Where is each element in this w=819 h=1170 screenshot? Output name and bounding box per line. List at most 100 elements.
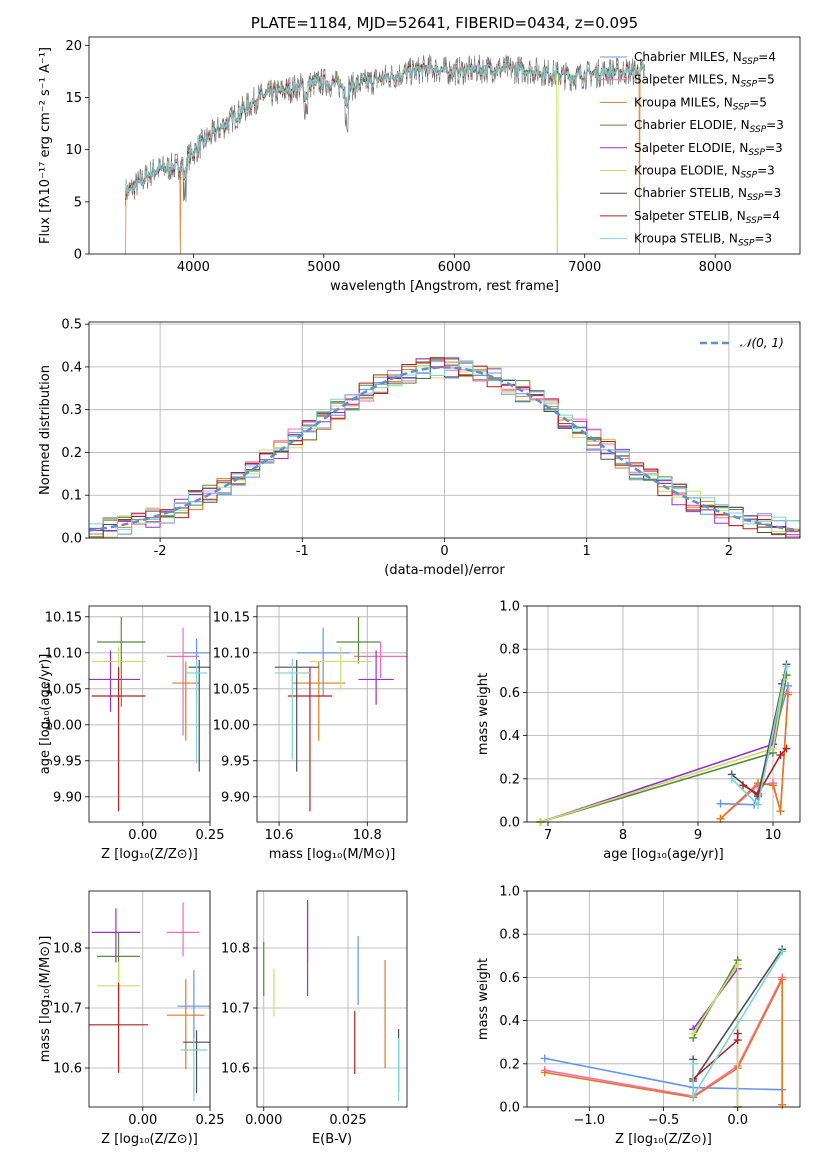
legend-nssp-prefix: , N bbox=[732, 141, 749, 155]
legend-nssp-sub: SSP bbox=[733, 102, 750, 112]
legend-nssp-value: 4 bbox=[768, 50, 776, 64]
weight-marker bbox=[727, 774, 736, 783]
y-tick-label: 10.6 bbox=[53, 1062, 82, 1077]
axes-frame bbox=[526, 605, 801, 823]
weight-marker bbox=[739, 781, 747, 790]
chart-title: PLATE=1184, MJD=52641, FIBERID=0434, z=0… bbox=[251, 14, 638, 32]
errorbar-point bbox=[166, 627, 200, 736]
plot-area bbox=[536, 660, 792, 826]
y-tick-label: 20 bbox=[65, 39, 82, 54]
errorbar-point bbox=[91, 908, 141, 963]
weight-marker bbox=[689, 1029, 698, 1038]
y-tick-label: 0.3 bbox=[61, 403, 82, 418]
legend-nssp-prefix: , N bbox=[730, 186, 747, 200]
x-tick-label: -1 bbox=[296, 544, 309, 559]
legend-nssp-value: 3 bbox=[775, 141, 783, 155]
legend-entry: Salpeter STELIB, NSSP=4 bbox=[634, 209, 780, 226]
legend-series-name: Kroupa MILES bbox=[634, 95, 716, 109]
y-axis-label: mass [log₁₀(M/M⊙)] bbox=[38, 936, 53, 1063]
y-axis-label: age [log₁₀(age/yr)] bbox=[38, 654, 53, 775]
y-tick-label: 0.8 bbox=[499, 928, 520, 943]
plot-area bbox=[540, 945, 787, 1111]
weight-marker bbox=[754, 800, 762, 809]
legend-entry: 𝒩(0, 1) bbox=[740, 336, 784, 350]
y-tick-label: 0.6 bbox=[499, 686, 520, 701]
x-tick-label: 9 bbox=[694, 828, 702, 843]
legend-nssp-value: 3 bbox=[774, 186, 782, 200]
x-axis-label: wavelength [Angstrom, rest frame] bbox=[330, 279, 559, 294]
legend-nssp-eq: = bbox=[764, 186, 774, 200]
legend-nssp-prefix: , N bbox=[729, 209, 746, 223]
axes-frame bbox=[88, 605, 211, 823]
y-tick-label: 10.8 bbox=[53, 942, 82, 957]
y-tick-label: 0.2 bbox=[61, 446, 82, 461]
legend-nssp-prefix: , N bbox=[733, 118, 750, 132]
errorbar-point bbox=[166, 902, 200, 957]
errorbar-point bbox=[172, 661, 200, 741]
x-axis-label: (data-model)/error bbox=[384, 563, 505, 578]
x-tick-label: 0.25 bbox=[196, 828, 225, 843]
x-tick-label: 0 bbox=[440, 544, 448, 559]
normal-curve bbox=[89, 366, 800, 532]
y-tick-label: 10.00 bbox=[213, 718, 250, 733]
weight-marker bbox=[716, 799, 725, 808]
panel-weight_vs_Z: −1.0 −0.5 0.0 0.0 0.2 0.4 0.6 0.8 1.0 Z [log₁₀(Z/… bbox=[476, 885, 801, 1147]
errorbar-point bbox=[180, 1038, 208, 1101]
y-tick-label: 0.0 bbox=[61, 532, 82, 547]
x-axis-label: Z [log₁₀(Z/Z⊙)] bbox=[101, 847, 198, 862]
legend-nssp-sub: SSP bbox=[750, 125, 767, 135]
legend-nssp-prefix: , N bbox=[724, 73, 741, 87]
model-spectrum-line bbox=[125, 61, 646, 200]
y-axis-label: Normed distribution bbox=[38, 365, 53, 495]
model-spectrum-line bbox=[125, 60, 646, 198]
errorbar-point bbox=[292, 661, 346, 741]
legend-nssp-eq: = bbox=[754, 232, 764, 246]
legend-nssp-eq: = bbox=[765, 141, 775, 155]
weight-marker bbox=[782, 662, 791, 671]
legend-series-name: Salpeter ELODIE bbox=[634, 141, 732, 155]
plot-area bbox=[89, 356, 800, 538]
y-tick-label: 10 bbox=[65, 143, 82, 158]
legend-nssp-sub: SSP bbox=[738, 239, 755, 249]
legend-nssp-eq: = bbox=[749, 95, 759, 109]
legend-entry: Salpeter ELODIE, NSSP=3 bbox=[634, 141, 783, 158]
weight-marker bbox=[782, 744, 791, 753]
legend-nssp-sub: SSP bbox=[748, 148, 765, 158]
weight-marker bbox=[689, 1059, 698, 1068]
legend-nssp-eq: = bbox=[757, 73, 767, 87]
weight-marker bbox=[733, 960, 742, 969]
weight-marker bbox=[778, 1100, 787, 1109]
x-tick-label: 1 bbox=[583, 544, 591, 559]
panel-mass_vs_EBV: 0.000 0.025 10.6 10.7 10.8 E(B-V) bbox=[221, 890, 408, 1147]
x-axis-label: Z [log₁₀(Z/Z⊙)] bbox=[615, 1132, 712, 1147]
legend-nssp-value: 5 bbox=[759, 95, 767, 109]
plot-area bbox=[89, 616, 210, 812]
errorbar-point bbox=[91, 667, 146, 812]
legend-nssp-value: 4 bbox=[772, 209, 780, 223]
legend-series-name: Chabrier MILES bbox=[634, 50, 725, 64]
legend-entry: Chabrier MILES, NSSP=4 bbox=[634, 50, 776, 67]
y-tick-label: 0.1 bbox=[61, 489, 82, 504]
x-axis-label: mass [log₁₀(M/M⊙)] bbox=[269, 847, 396, 862]
histogram-step bbox=[89, 360, 800, 536]
weight-marker bbox=[776, 751, 785, 760]
y-tick-label: 10.15 bbox=[45, 610, 82, 625]
model-spectrum-line bbox=[125, 61, 646, 254]
x-tick-label: 8 bbox=[619, 828, 627, 843]
errorbar-point bbox=[177, 970, 210, 1043]
y-tick-label: 9.90 bbox=[53, 790, 82, 805]
x-tick-label: −0.5 bbox=[648, 1113, 680, 1128]
y-tick-label: 9.95 bbox=[53, 754, 82, 769]
model-spectrum-line bbox=[125, 60, 645, 198]
x-tick-label: 8000 bbox=[699, 260, 732, 275]
panel-weight_vs_age: 7 8 9 10 0.0 0.2 0.4 0.6 0.8 1.0 age [log₁₀(age/yr… bbox=[476, 600, 801, 862]
errorbar-point bbox=[336, 616, 381, 664]
errorbar-point bbox=[287, 667, 332, 812]
y-tick-label: 9.90 bbox=[221, 790, 250, 805]
legend-nssp-eq: = bbox=[766, 118, 776, 132]
y-tick-label: 10.8 bbox=[221, 942, 250, 957]
axes-frame bbox=[88, 890, 211, 1108]
model-spectrum-line bbox=[125, 61, 646, 198]
legend-entry: Salpeter MILES, NSSP=5 bbox=[634, 73, 775, 90]
